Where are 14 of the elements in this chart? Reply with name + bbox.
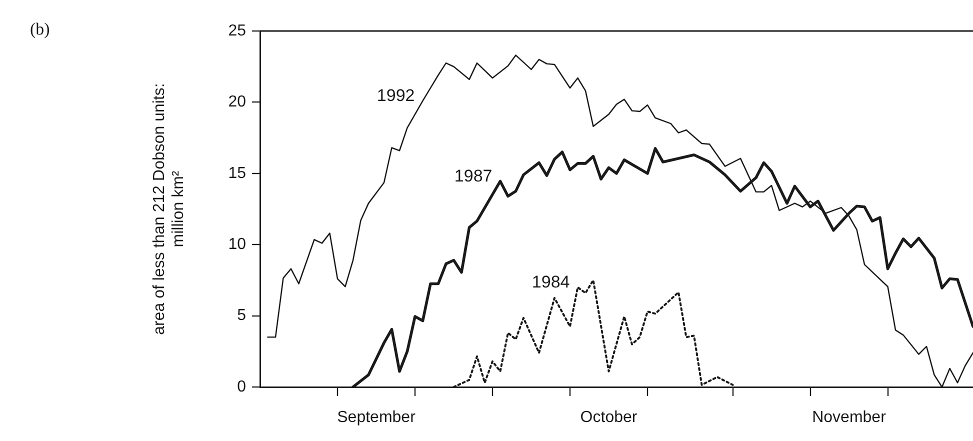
y-axis-title: area of less than 212 Dobson units: million km² [151,83,188,335]
x-tick-label: November [812,409,887,426]
text: (b) [30,19,50,38]
y-tick-label: 5 [237,307,246,324]
y-tick-label: 20 [228,94,246,111]
x-tick-label: September [337,409,416,426]
series-label: 1992 [376,86,415,105]
y-tick-label: 10 [228,236,246,254]
y-tick-label: 15 [228,164,246,182]
x-tick-label: October [580,409,638,426]
y-tick-label: 0 [237,378,246,396]
y-tick-label: 25 [228,22,246,40]
series-label: 1987 [454,166,492,186]
series-label: 1984 [532,272,570,292]
